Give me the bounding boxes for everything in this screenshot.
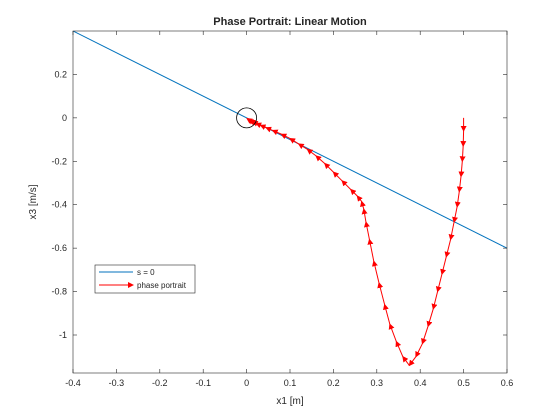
phase-portrait-arrow: [324, 162, 334, 173]
x-tick-label: 0.3: [371, 378, 384, 388]
phase-portrait-arrow: [377, 281, 386, 305]
phase-portrait-arrow: [332, 171, 343, 182]
y-tick-label: 0.2: [54, 69, 67, 79]
phase-portrait-arrow: [431, 291, 439, 310]
phase-portrait-arrow: [444, 239, 452, 258]
phase-portrait-arrow: [459, 146, 466, 163]
x-tick-label: -0.3: [109, 378, 125, 388]
x-tick-label: -0.2: [152, 378, 168, 388]
axes-background: [73, 31, 507, 373]
phase-portrait-arrow: [454, 191, 461, 208]
y-axis-label: x3 [m/s]: [28, 184, 39, 219]
legend-label-phase-portrait: phase portrait: [137, 281, 187, 290]
phase-portrait-arrow: [388, 323, 397, 342]
x-axis-ticks: -0.4 -0.3 -0.2 -0.1 0 0.1 0.2 0.3 0.4 0.5 0.6: [65, 31, 513, 388]
phase-portrait-arrow: [280, 133, 291, 140]
phase-portrait-arrow: [246, 117, 253, 124]
phase-portrait-arrow: [289, 137, 299, 145]
phase-portrait-arrow: [458, 161, 465, 178]
legend: s = 0 phase portrait: [94, 264, 196, 294]
legend-label-s0: s = 0: [137, 268, 155, 277]
annotation-layer: [236, 107, 258, 129]
phase-portrait-arrow: [448, 221, 455, 241]
x-tick-label: 0: [244, 378, 249, 388]
y-tick-label: -0.4: [51, 200, 67, 210]
phase-portrait-arrow: [367, 238, 375, 262]
phase-portrait-arrow: [350, 188, 358, 197]
legend-box: [94, 264, 196, 294]
phase-portrait-arrow: [421, 326, 429, 345]
phase-portrait-arrow: [402, 355, 410, 366]
x-axis-label: x1 [m]: [276, 396, 303, 407]
x-tick-label: 0.5: [457, 378, 470, 388]
x-tick-label: 0.2: [327, 378, 340, 388]
x-tick-label: 0.6: [501, 378, 514, 388]
y-tick-label: -0.2: [51, 156, 67, 166]
x-tick-label: 0.1: [284, 378, 297, 388]
phase-portrait-arrow: [363, 221, 370, 240]
phase-portrait-arrow: [297, 143, 308, 150]
phase-portrait-arrow: [383, 303, 391, 325]
y-tick-label: -1: [59, 330, 67, 340]
phase-portrait-arrow: [315, 155, 326, 164]
y-tick-label: 0: [62, 113, 67, 123]
phase-portrait-arrow: [341, 180, 352, 190]
phase-portrait-arrow: [435, 274, 443, 293]
y-axis-ticks: 0.2 0 -0.2 -0.4 -0.6 -0.8 -1: [51, 69, 507, 340]
y-tick-label: -0.6: [51, 243, 67, 253]
x-tick-label: -0.4: [65, 378, 81, 388]
phase-portrait-arrow: [372, 260, 380, 284]
phase-portrait-arrow: [440, 256, 447, 276]
phase-portrait-arrow: [456, 176, 463, 193]
phase-portrait-arrow: [356, 195, 363, 202]
x-tick-label: 0.4: [414, 378, 427, 388]
phase-portrait-arrow: [395, 340, 404, 357]
phase-portrait-arrow: [415, 343, 423, 358]
phase-portrait-arrow: [408, 356, 417, 367]
x-tick-label: -0.1: [195, 378, 211, 388]
origin-marker-circle: [236, 107, 258, 129]
phase-portrait-arrow: [306, 148, 317, 157]
chart-title: Phase Portrait: Linear Motion: [213, 16, 367, 28]
phase-portrait-arrow: [361, 208, 368, 223]
plot-area: [73, 31, 507, 367]
phase-portrait-arrow: [265, 126, 273, 133]
phase-portrait-arrow: [271, 129, 282, 136]
phase-portrait-arrow: [452, 206, 458, 224]
phase-portrait-arrow: [360, 200, 366, 210]
phase-portrait-arrow: [426, 308, 434, 328]
y-tick-label: -0.8: [51, 287, 67, 297]
